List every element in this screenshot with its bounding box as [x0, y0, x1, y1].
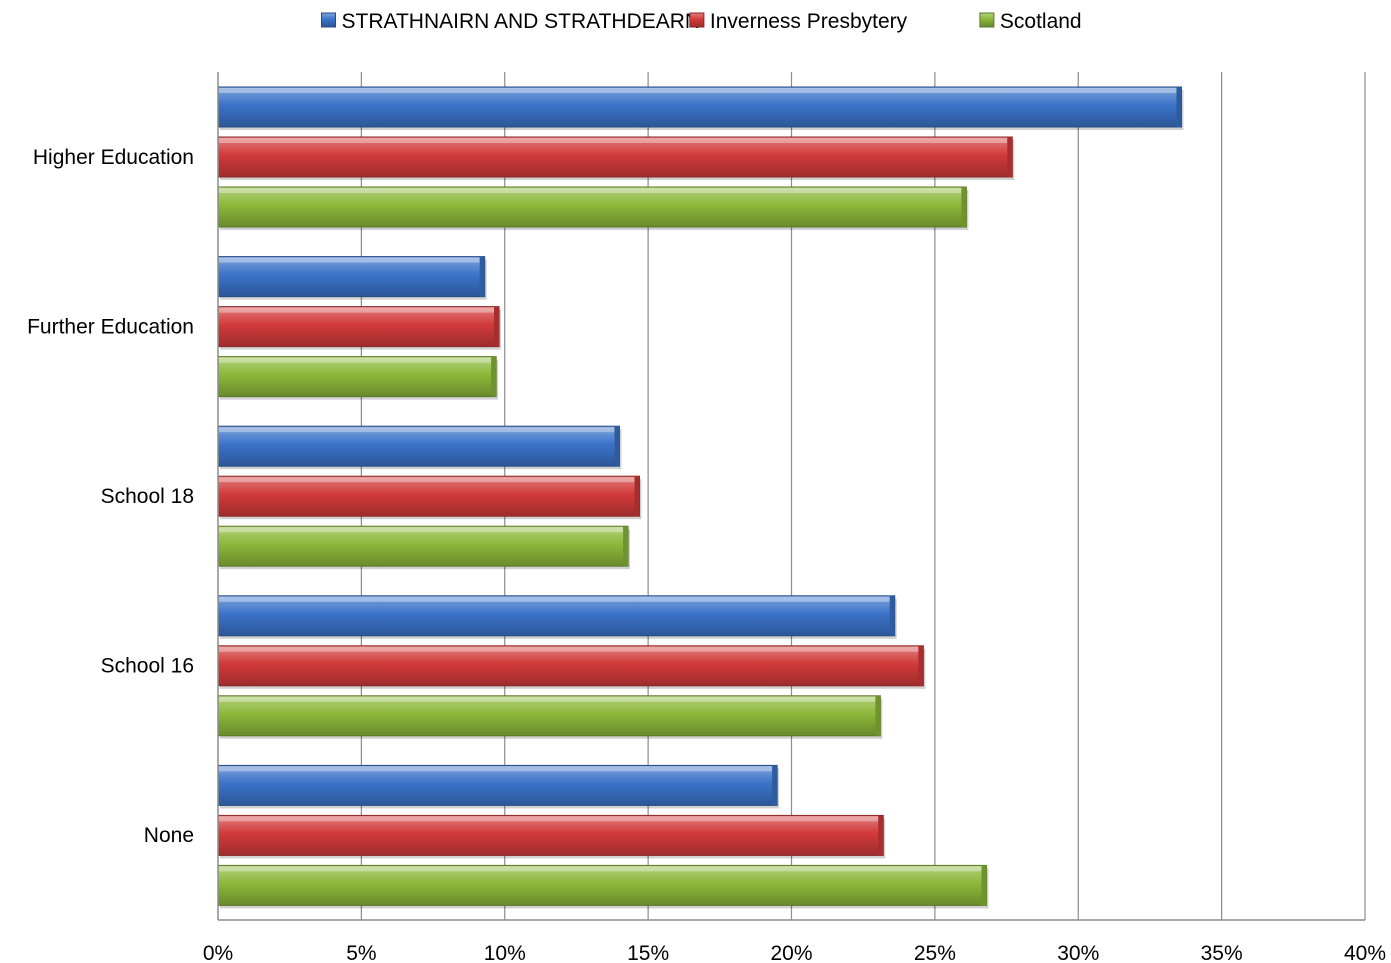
bar-body	[217, 864, 987, 906]
bar-endcap	[614, 426, 620, 467]
bar-highlight	[219, 816, 879, 822]
bar	[217, 525, 631, 570]
bar	[217, 864, 989, 909]
x-tick-label: 20%	[770, 942, 812, 963]
bar	[217, 356, 499, 400]
bar	[217, 645, 926, 689]
x-tick-label: 5%	[346, 942, 376, 963]
bar-endcap	[981, 865, 987, 906]
bar-body	[217, 425, 620, 467]
axes: 0% 5% 10% 15% 20% 25% 30% 35% 40% Higher Educatio…	[27, 72, 1386, 963]
x-tick-label: 15%	[627, 942, 669, 963]
legend-label: Inverness Presbytery	[710, 10, 908, 33]
bar-endcap	[623, 526, 629, 567]
bar-highlight	[219, 357, 492, 363]
bar	[217, 256, 487, 300]
bar	[217, 814, 886, 859]
x-tick-label: 25%	[914, 942, 956, 963]
category-label: None	[144, 824, 194, 847]
x-tick-label: 40%	[1344, 942, 1386, 963]
bar-endcap	[878, 815, 884, 856]
x-tick-label: 30%	[1057, 942, 1099, 963]
bar-endcap	[918, 645, 924, 686]
bar-highlight	[219, 696, 876, 702]
bar-body	[217, 356, 497, 398]
category-label: Higher Education	[33, 146, 194, 169]
x-tick-label: 0%	[203, 942, 233, 963]
bar-body	[217, 306, 500, 348]
legend-label: Scotland	[1000, 10, 1082, 33]
bar	[217, 425, 622, 470]
bar	[217, 136, 1015, 180]
bar-highlight	[219, 477, 635, 483]
bar-highlight	[219, 766, 773, 772]
bar-highlight	[219, 596, 890, 602]
bar	[217, 86, 1184, 130]
bar-highlight	[219, 138, 1008, 143]
legend-item: STRATHNAIRN AND STRATHDEARN	[321, 10, 701, 33]
bar-highlight	[219, 527, 624, 533]
x-tick-label: 35%	[1201, 942, 1243, 963]
category-label: School 16	[101, 655, 194, 678]
bar	[217, 186, 969, 230]
legend-item: Scotland	[979, 10, 1082, 33]
category-label: School 18	[101, 485, 194, 508]
legend-swatch	[689, 12, 705, 28]
x-tick-label: 10%	[484, 942, 526, 963]
bars	[217, 86, 1184, 909]
bar-highlight	[219, 188, 962, 193]
category-label: Further Education	[27, 315, 194, 338]
bar-highlight	[219, 307, 495, 313]
legend-swatch	[979, 12, 995, 28]
bar-endcap	[1176, 87, 1182, 127]
bar	[217, 695, 883, 739]
bar-highlight	[219, 257, 480, 263]
bar-body	[217, 764, 778, 806]
bar-highlight	[219, 427, 615, 433]
bar	[217, 475, 642, 520]
bar-endcap	[479, 256, 485, 297]
bar-endcap	[494, 306, 500, 347]
bar-endcap	[634, 476, 640, 517]
bar-highlight	[219, 88, 1177, 93]
bar-body	[217, 475, 641, 517]
bar-body	[217, 86, 1182, 128]
bar-highlight	[219, 646, 919, 652]
bar-endcap	[875, 695, 881, 736]
bar-endcap	[491, 356, 497, 397]
bar-endcap	[772, 765, 778, 806]
legend-item: Inverness Presbytery	[689, 10, 908, 33]
bar-endcap	[961, 187, 967, 227]
bar-endcap	[1007, 137, 1013, 177]
bar	[217, 595, 897, 639]
legend: STRATHNAIRN AND STRATHDEARN Inverness Pre…	[321, 10, 1082, 33]
legend-label: STRATHNAIRN AND STRATHDEARN	[342, 10, 701, 33]
bar	[217, 306, 502, 350]
bar-highlight	[219, 866, 982, 872]
bar-endcap	[889, 595, 895, 636]
bar-body	[217, 595, 896, 637]
bar-body	[217, 525, 629, 567]
legend-swatch	[321, 12, 336, 28]
bar	[217, 764, 780, 809]
